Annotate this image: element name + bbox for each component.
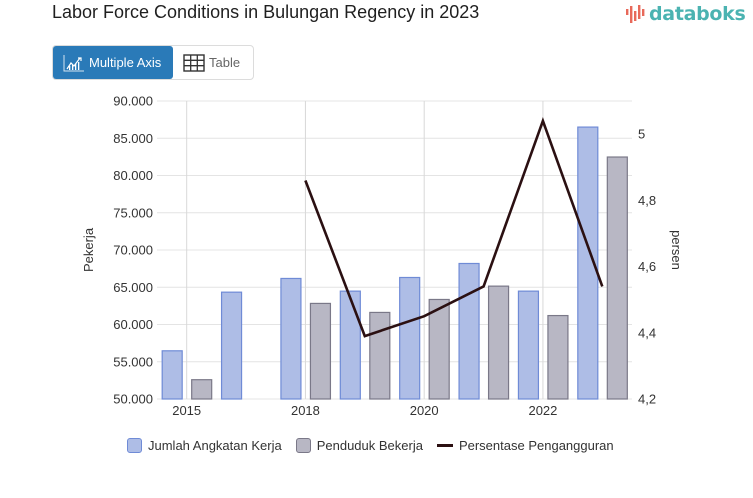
y-tick-label: 50.000: [113, 392, 153, 407]
line-persentase-pengangguran[interactable]: [304, 117, 604, 338]
chart-legend: Jumlah Angkatan Kerja Penduduk Bekerja P…: [127, 438, 628, 453]
bar-penduduk-bekerja-2022[interactable]: [547, 314, 569, 400]
y-tick-label: 75.000: [113, 205, 153, 220]
legend-swatch-blue: [127, 438, 142, 453]
bar-jumlah-angkatan-kerja-2019[interactable]: [339, 290, 361, 400]
y-axis-title: Pekerja: [81, 227, 96, 272]
y-tick-label: 85.000: [113, 131, 153, 146]
legend-label: Jumlah Angkatan Kerja: [148, 438, 282, 453]
y-right-tick-label: 4,2: [638, 392, 656, 407]
bar-penduduk-bekerja-2019[interactable]: [369, 311, 391, 400]
chart-title: Labor Force Conditions in Bulungan Regen…: [52, 2, 480, 22]
y-right-axis-title: persen: [669, 230, 684, 270]
y-right-tick-label: 5: [638, 127, 645, 142]
logo-bars-icon: [626, 5, 645, 23]
y-right-tick-label: 4,4: [638, 325, 656, 340]
bar-jumlah-angkatan-kerja-2022[interactable]: [517, 290, 540, 400]
y-tick-label: 65.000: [113, 280, 153, 295]
legend-label: Persentase Pengangguran: [458, 438, 614, 453]
y-tick-label: 70.000: [113, 243, 153, 258]
x-tick-label: 2018: [291, 403, 320, 418]
y-right-tick-label: 4,8: [638, 193, 656, 208]
multiple-axis-button[interactable]: Multiple Axis: [53, 46, 173, 79]
bar-penduduk-bekerja-2023[interactable]: [606, 156, 628, 400]
y-tick-label: 90.000: [113, 94, 153, 109]
y-tick-label: 80.000: [113, 168, 153, 183]
view-toggle: Multiple Axis Table: [52, 45, 254, 80]
legend-label: Penduduk Bekerja: [316, 438, 423, 453]
x-tick-label: 2015: [172, 403, 201, 418]
legend-item-jumlah-angkatan-kerja[interactable]: Jumlah Angkatan Kerja: [127, 438, 282, 453]
bar-jumlah-angkatan-kerja-2023[interactable]: [577, 126, 599, 400]
legend-line-icon: [436, 444, 453, 447]
x-tick-label: 2022: [528, 403, 557, 418]
table-label: Table: [209, 55, 241, 70]
bar-jumlah-angkatan-kerja-2015[interactable]: [161, 350, 183, 400]
bar-jumlah-angkatan-kerja-2021[interactable]: [458, 262, 480, 400]
table-icon: [183, 53, 205, 72]
y-right-tick-label: 4,6: [638, 259, 656, 274]
bar-jumlah-angkatan-kerja-2018[interactable]: [280, 277, 302, 400]
bar-jumlah-angkatan-kerja-2017[interactable]: [220, 291, 243, 400]
legend-item-persentase-pengangguran[interactable]: Persentase Pengangguran: [436, 438, 614, 453]
x-tick-label: 2020: [410, 403, 439, 418]
chart-icon: [63, 54, 84, 71]
logo-text: databoks: [649, 3, 746, 25]
table-button[interactable]: Table: [173, 46, 253, 79]
bar-penduduk-bekerja-2021[interactable]: [487, 285, 510, 400]
multiple-axis-label: Multiple Axis: [89, 55, 162, 70]
legend-swatch-gray: [295, 438, 311, 453]
bar-penduduk-bekerja-2020[interactable]: [428, 298, 450, 400]
databoks-logo[interactable]: databoks: [625, 3, 746, 25]
combo-chart: 50.000 55.000 60.000 65.000 70.000 75.000 80.0…: [81, 94, 684, 419]
y-tick-label: 55.000: [113, 354, 153, 369]
bar-penduduk-bekerja-2015[interactable]: [191, 379, 213, 400]
y-tick-label: 60.000: [113, 317, 153, 332]
bar-jumlah-angkatan-kerja-2020[interactable]: [399, 276, 421, 400]
legend-item-penduduk-bekerja[interactable]: Penduduk Bekerja: [295, 438, 423, 453]
bar-penduduk-bekerja-2018[interactable]: [309, 302, 332, 400]
